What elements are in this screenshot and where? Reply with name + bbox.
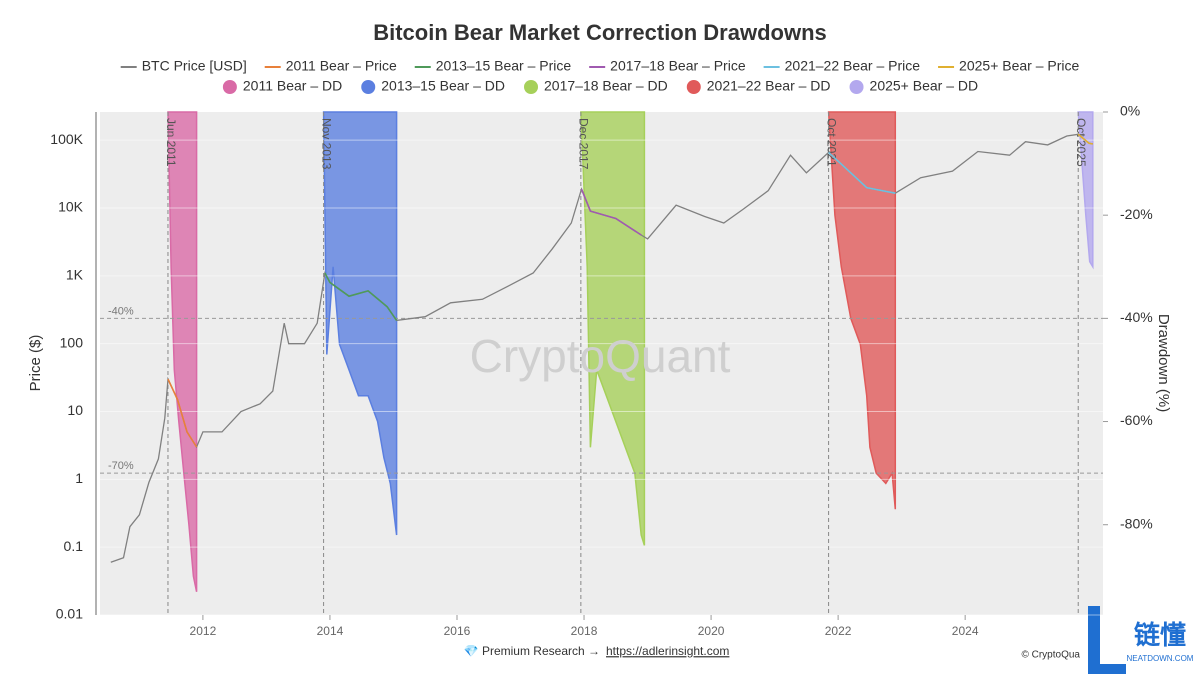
y2-tick-label: -20%	[1120, 206, 1153, 222]
logo: 链懂 NEATDOWN.COM	[1088, 606, 1194, 674]
y2-axis-title: Drawdown (%)	[1155, 314, 1172, 412]
credit: © CryptoQua	[1021, 650, 1080, 661]
y-tick-label: 1K	[66, 267, 84, 283]
drawdown-area	[827, 111, 897, 510]
event-label: Dec 2017	[577, 118, 591, 170]
y2-tick-label: 0%	[1120, 103, 1140, 119]
y-tick-label: 0.1	[64, 538, 84, 554]
x-tick-label: 2014	[317, 624, 344, 638]
legend-item: 2025+ Bear – Price	[938, 58, 1080, 74]
price-line	[167, 378, 198, 448]
event-label: Oct 2021	[824, 118, 838, 167]
chart-title: Bitcoin Bear Market Correction Drawdowns	[373, 20, 827, 45]
y2-tick-label: -40%	[1120, 309, 1153, 325]
reference-label: -70%	[108, 460, 134, 472]
legend-label: 2013–15 Bear – DD	[381, 78, 505, 94]
y-tick-label: 10	[67, 402, 83, 418]
drawdown-area	[580, 111, 646, 546]
legend-swatch	[361, 80, 376, 94]
drawdown-area	[1077, 111, 1094, 270]
legend-item: 2021–22 Bear – Price	[763, 58, 921, 74]
legend-item: 2013–15 Bear – DD	[361, 78, 505, 94]
legend-label: 2021–22 Bear – Price	[785, 58, 921, 74]
legend-item: 2017–18 Bear – DD	[524, 78, 668, 94]
legend-item: 2021–22 Bear – DD	[686, 78, 831, 94]
y-tick-label: 0.01	[56, 606, 83, 622]
legend-row: BTC Price [USD] 2011 Bear – Price 2013–15 …	[120, 58, 1080, 74]
legend-item: 2017–18 Bear – Price	[589, 58, 746, 74]
legend-label: 2025+ Bear – DD	[870, 78, 979, 94]
y-axis-title: Price ($)	[27, 335, 44, 392]
legend-label: 2017–18 Bear – Price	[610, 58, 746, 74]
y-tick-label: 1	[75, 470, 83, 486]
legend-label: 2013–15 Bear – Price	[436, 58, 572, 74]
price-line	[1077, 133, 1093, 145]
footer-link[interactable]: https://adlerinsight.com	[606, 644, 729, 658]
x-tick-label: 2024	[952, 624, 979, 638]
legend-swatch	[686, 80, 701, 94]
legend-item: 2025+ Bear – DD	[849, 78, 979, 94]
x-tick-label: 2016	[444, 624, 471, 638]
legend-item: 2011 Bear – DD	[222, 78, 342, 94]
legend-item: BTC Price [USD]	[120, 58, 247, 74]
legend-label: BTC Price [USD]	[142, 58, 247, 74]
y-tick-label: 100K	[50, 131, 83, 147]
watermark: CryptoQuant	[470, 330, 731, 382]
x-tick-label: 2012	[190, 624, 217, 638]
logo-text: 链懂	[1134, 620, 1186, 650]
reference-label: -40%	[108, 305, 134, 317]
drawdown-area	[322, 111, 398, 536]
y-tick-label: 10K	[58, 199, 84, 215]
legend-item: 2011 Bear – Price	[264, 58, 397, 74]
event-label: Jun 2011	[164, 118, 178, 167]
legend-row: 2011 Bear – DD 2013–15 Bear – DD 2017–18 B…	[222, 78, 979, 94]
legend-swatch	[524, 80, 539, 94]
logo-mark	[1088, 606, 1126, 674]
y2-tick-label: -60%	[1120, 412, 1153, 428]
x-tick-label: 2022	[825, 624, 852, 638]
footer-text: 💎 Premium Research →	[464, 644, 600, 658]
x-tick-label: 2020	[698, 624, 725, 638]
legend-label: 2011 Bear – DD	[243, 78, 342, 94]
legend-item: 2013–15 Bear – Price	[414, 58, 572, 74]
price-line	[828, 151, 896, 194]
y2-tick-label: -80%	[1120, 515, 1153, 531]
price-layer	[110, 133, 1093, 563]
legend-label: 2025+ Bear – Price	[959, 58, 1079, 74]
legend-swatch	[849, 80, 864, 94]
price-line	[580, 188, 642, 236]
plot-area	[100, 111, 1103, 616]
legend-label: 2021–22 Bear – DD	[707, 78, 831, 94]
event-label: Nov 2013	[319, 118, 333, 170]
x-tick-label: 2018	[571, 624, 598, 638]
y-tick-label: 100	[60, 334, 84, 350]
legend-label: 2011 Bear – Price	[286, 58, 397, 74]
legend-label: 2017–18 Bear – DD	[544, 78, 668, 94]
logo-subtext: NEATDOWN.COM	[1127, 654, 1194, 663]
legend-swatch	[222, 80, 237, 94]
price-line	[324, 272, 398, 321]
event-label: Oct 2025	[1074, 118, 1088, 167]
